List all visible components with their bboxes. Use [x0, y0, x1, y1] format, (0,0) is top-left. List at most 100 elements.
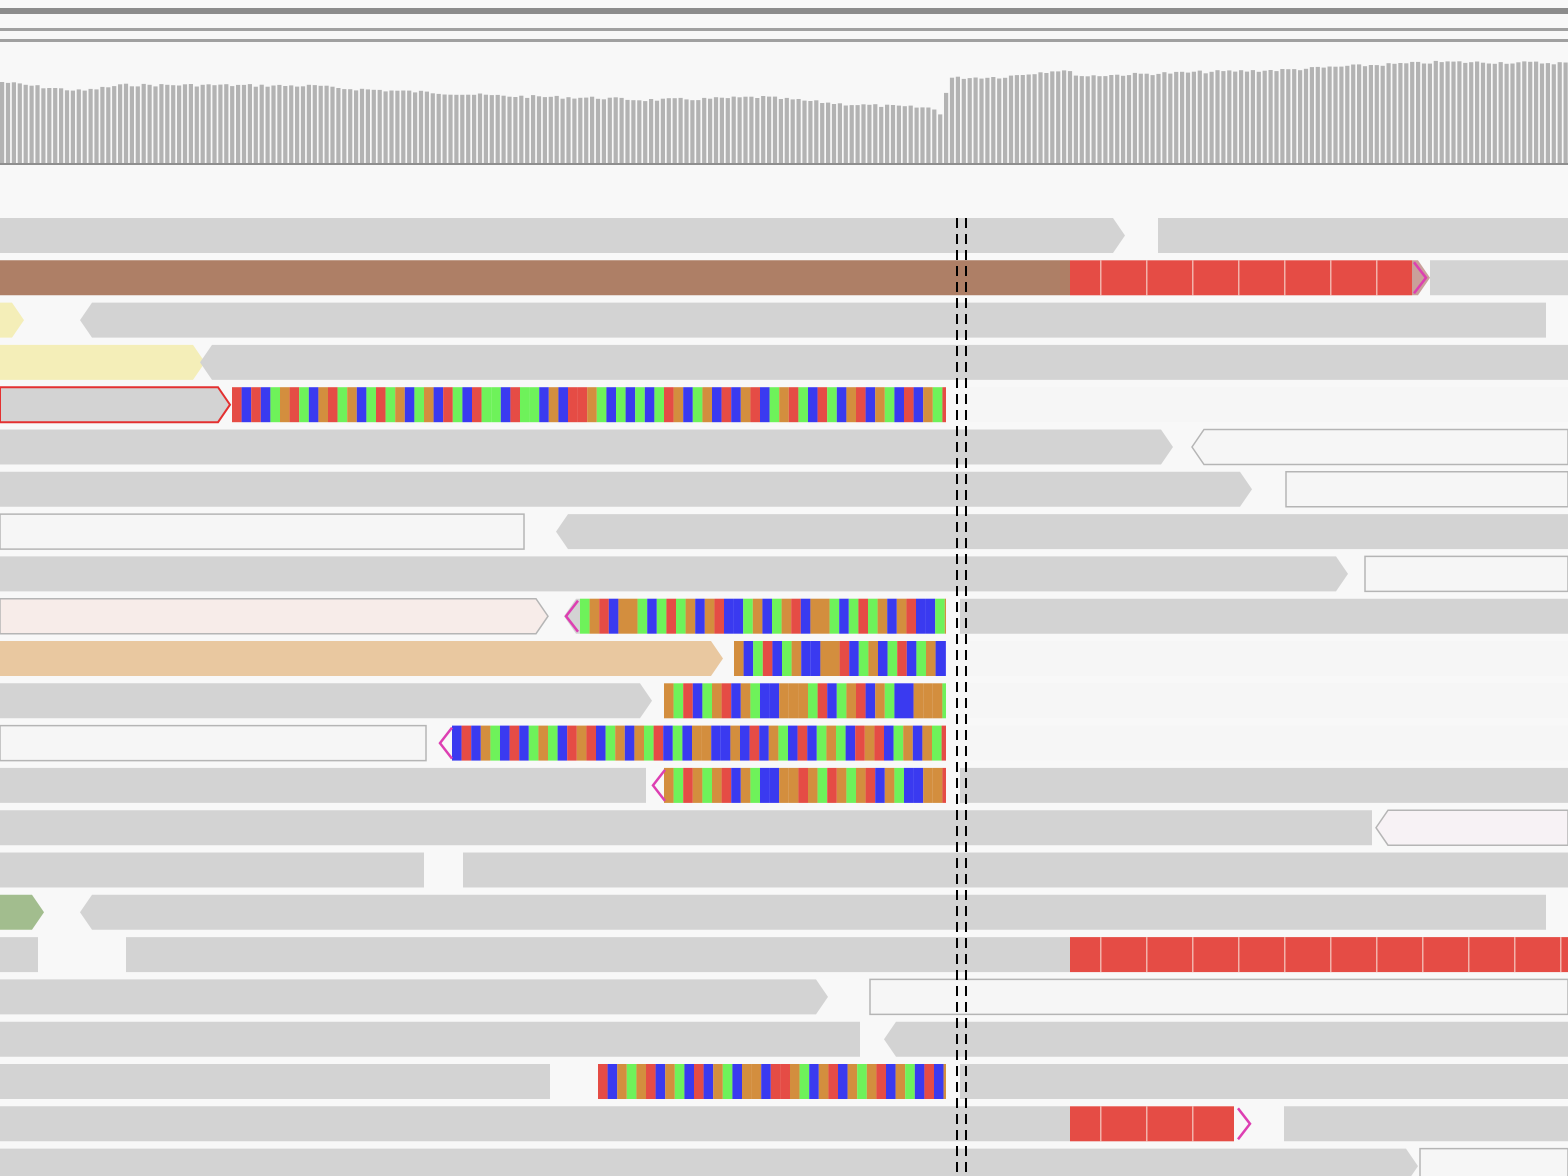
mismatch-base: [654, 387, 664, 423]
mismatch-base: [663, 725, 673, 761]
mismatch-base: [865, 683, 876, 719]
read-alignment[interactable]: [0, 852, 424, 888]
read-alignment[interactable]: [0, 724, 427, 762]
mismatch-base: [827, 387, 837, 423]
mismatch-base: [798, 387, 808, 423]
read-alignment[interactable]: [0, 894, 44, 930]
read-alignment[interactable]: [960, 767, 1568, 803]
coverage-bar: [1286, 69, 1291, 165]
read-alignment[interactable]: [0, 556, 1348, 592]
mismatch-base: [762, 641, 773, 676]
mismatch-base: [760, 387, 770, 423]
coverage-bar: [41, 88, 46, 165]
mismatch-base: [607, 1064, 618, 1099]
read-alignment[interactable]: [960, 683, 1568, 719]
coverage-bar: [1492, 63, 1497, 165]
mismatch-base: [827, 767, 837, 803]
mismatch-base: [721, 767, 732, 803]
read-alignment[interactable]: [884, 1021, 1568, 1057]
read-alignment[interactable]: [463, 852, 1568, 888]
mismatch-base: [761, 1064, 771, 1099]
read-alignment[interactable]: [1158, 218, 1568, 253]
coverage-bar: [1475, 61, 1480, 165]
read-alignment[interactable]: [80, 894, 1546, 930]
read-alignment[interactable]: [0, 641, 723, 676]
read-alignment[interactable]: [1430, 260, 1568, 296]
read-alignment[interactable]: [0, 1021, 860, 1057]
mismatch-base: [884, 725, 894, 761]
coverage-bar: [778, 99, 783, 165]
read-alignment[interactable]: [960, 725, 1568, 761]
mismatch-base: [683, 683, 693, 719]
read-alignment[interactable]: [1285, 471, 1568, 508]
mismatch-base: [836, 725, 846, 761]
mismatch-base: [692, 683, 703, 719]
mismatch-base: [760, 767, 770, 803]
mismatch-base: [838, 1064, 848, 1099]
read-alignment[interactable]: [0, 218, 1125, 253]
coverage-bar: [873, 104, 878, 165]
coverage-bar: [1368, 65, 1373, 165]
coverage-bar: [135, 86, 140, 165]
mismatch-base: [893, 725, 904, 761]
coverage-bar: [413, 92, 418, 165]
mismatch-base: [557, 725, 568, 761]
read-alignment[interactable]: [0, 471, 1252, 507]
read-alignment[interactable]: [0, 597, 549, 635]
read-alignment[interactable]: [960, 598, 1568, 634]
coverage-bar: [1008, 75, 1014, 165]
mismatch-base: [858, 641, 869, 676]
read-alignment[interactable]: [0, 1064, 550, 1099]
read-alignment[interactable]: [960, 1064, 1568, 1099]
read-alignment[interactable]: [1375, 809, 1568, 846]
coverage-bar: [218, 84, 223, 165]
mismatch-base: [810, 641, 821, 676]
coverage-bar: [926, 107, 931, 165]
read-alignment[interactable]: [0, 344, 205, 380]
read-alignment[interactable]: [0, 810, 1372, 846]
read-alignment[interactable]: [1191, 428, 1568, 466]
read-alignment[interactable]: [0, 429, 1173, 465]
mismatch-base: [894, 683, 904, 719]
read-alignment[interactable]: [0, 767, 646, 803]
read-alignment[interactable]: [80, 302, 1546, 338]
read-alignment[interactable]: [1284, 1106, 1568, 1142]
mismatch-base: [790, 1064, 800, 1099]
coverage-bar: [885, 104, 890, 165]
alignments-panel[interactable]: [0, 200, 1568, 1176]
read-alignment[interactable]: [0, 302, 24, 338]
mismatch-base: [685, 598, 696, 634]
read-alignment[interactable]: [0, 1148, 1418, 1176]
coverage-bar: [342, 89, 347, 165]
read-alignment[interactable]: [869, 978, 1568, 1016]
coverage-bar: [1121, 75, 1126, 165]
read-alignment[interactable]: [960, 641, 1568, 676]
mismatch-base: [472, 387, 482, 423]
read-alignment[interactable]: [556, 514, 1568, 550]
read-alignment[interactable]: [0, 260, 1070, 296]
read-alignment[interactable]: [0, 979, 828, 1015]
coverage-bar: [1256, 71, 1261, 165]
mismatch-base: [791, 598, 801, 634]
read-alignment[interactable]: [0, 513, 525, 550]
read-alignment[interactable]: [0, 386, 232, 424]
coverage-track[interactable]: [0, 48, 1568, 170]
read-alignment[interactable]: [960, 387, 1568, 423]
mismatch-base: [586, 725, 596, 761]
read-alignment[interactable]: [0, 683, 652, 719]
mismatch-base: [656, 598, 667, 634]
coverage-bar: [1115, 74, 1120, 165]
mismatch-base: [827, 683, 837, 719]
read-alignment[interactable]: [200, 344, 1568, 380]
coverage-bar: [672, 98, 677, 165]
read-alignment[interactable]: [126, 937, 1070, 973]
read-alignment[interactable]: [1419, 1147, 1568, 1176]
read-alignment[interactable]: [1412, 260, 1430, 296]
coverage-bar: [1132, 72, 1137, 165]
read-alignment[interactable]: [564, 598, 580, 634]
read-alignment[interactable]: [0, 1106, 1070, 1142]
read-alignment[interactable]: [0, 937, 38, 973]
coverage-bar: [76, 89, 81, 165]
read-alignment[interactable]: [1364, 555, 1568, 593]
